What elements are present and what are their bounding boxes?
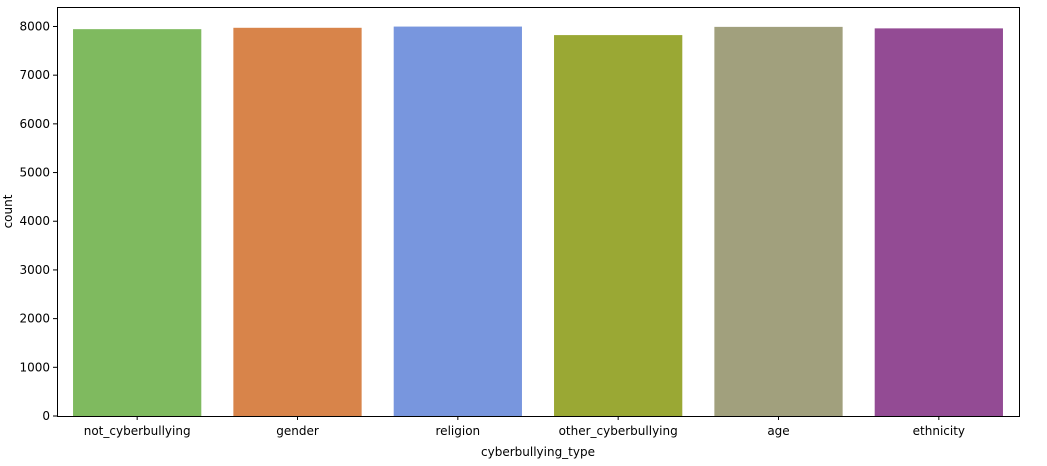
x-tick-label: ethnicity bbox=[913, 424, 965, 438]
bar-ethnicity bbox=[874, 28, 1003, 416]
bar-age bbox=[714, 26, 843, 416]
y-axis-ticks: 0 1000 2000 3000 4000 5000 6000 7000 8000 bbox=[19, 19, 57, 423]
x-tick-label: not_cyberbullying bbox=[84, 424, 191, 438]
bar-other-cyberbullying bbox=[554, 35, 683, 416]
y-tick-label: 2000 bbox=[19, 312, 50, 326]
y-tick-label: 0 bbox=[42, 409, 50, 423]
y-tick-label: 7000 bbox=[19, 68, 50, 82]
bar-not-cyberbullying bbox=[73, 29, 202, 416]
x-tick-label: age bbox=[767, 424, 789, 438]
x-tick-label: other_cyberbullying bbox=[559, 424, 678, 438]
y-tick-label: 6000 bbox=[19, 117, 50, 131]
plot-frame bbox=[57, 7, 1020, 417]
x-axis-label: cyberbullying_type bbox=[481, 445, 595, 459]
y-tick-label: 5000 bbox=[19, 166, 50, 180]
y-axis-label: count bbox=[1, 194, 15, 228]
bars-group bbox=[73, 26, 1003, 416]
y-tick-label: 4000 bbox=[19, 214, 50, 228]
x-tick-label: gender bbox=[276, 424, 319, 438]
y-tick-label: 1000 bbox=[19, 360, 50, 374]
x-axis-ticks: not_cyberbullying gender religion other_cyb… bbox=[84, 416, 965, 438]
y-tick-label: 3000 bbox=[19, 263, 50, 277]
bar-religion bbox=[393, 26, 522, 416]
x-tick-label: religion bbox=[436, 424, 481, 438]
y-tick-label: 8000 bbox=[19, 19, 50, 33]
bar-gender bbox=[233, 27, 362, 416]
